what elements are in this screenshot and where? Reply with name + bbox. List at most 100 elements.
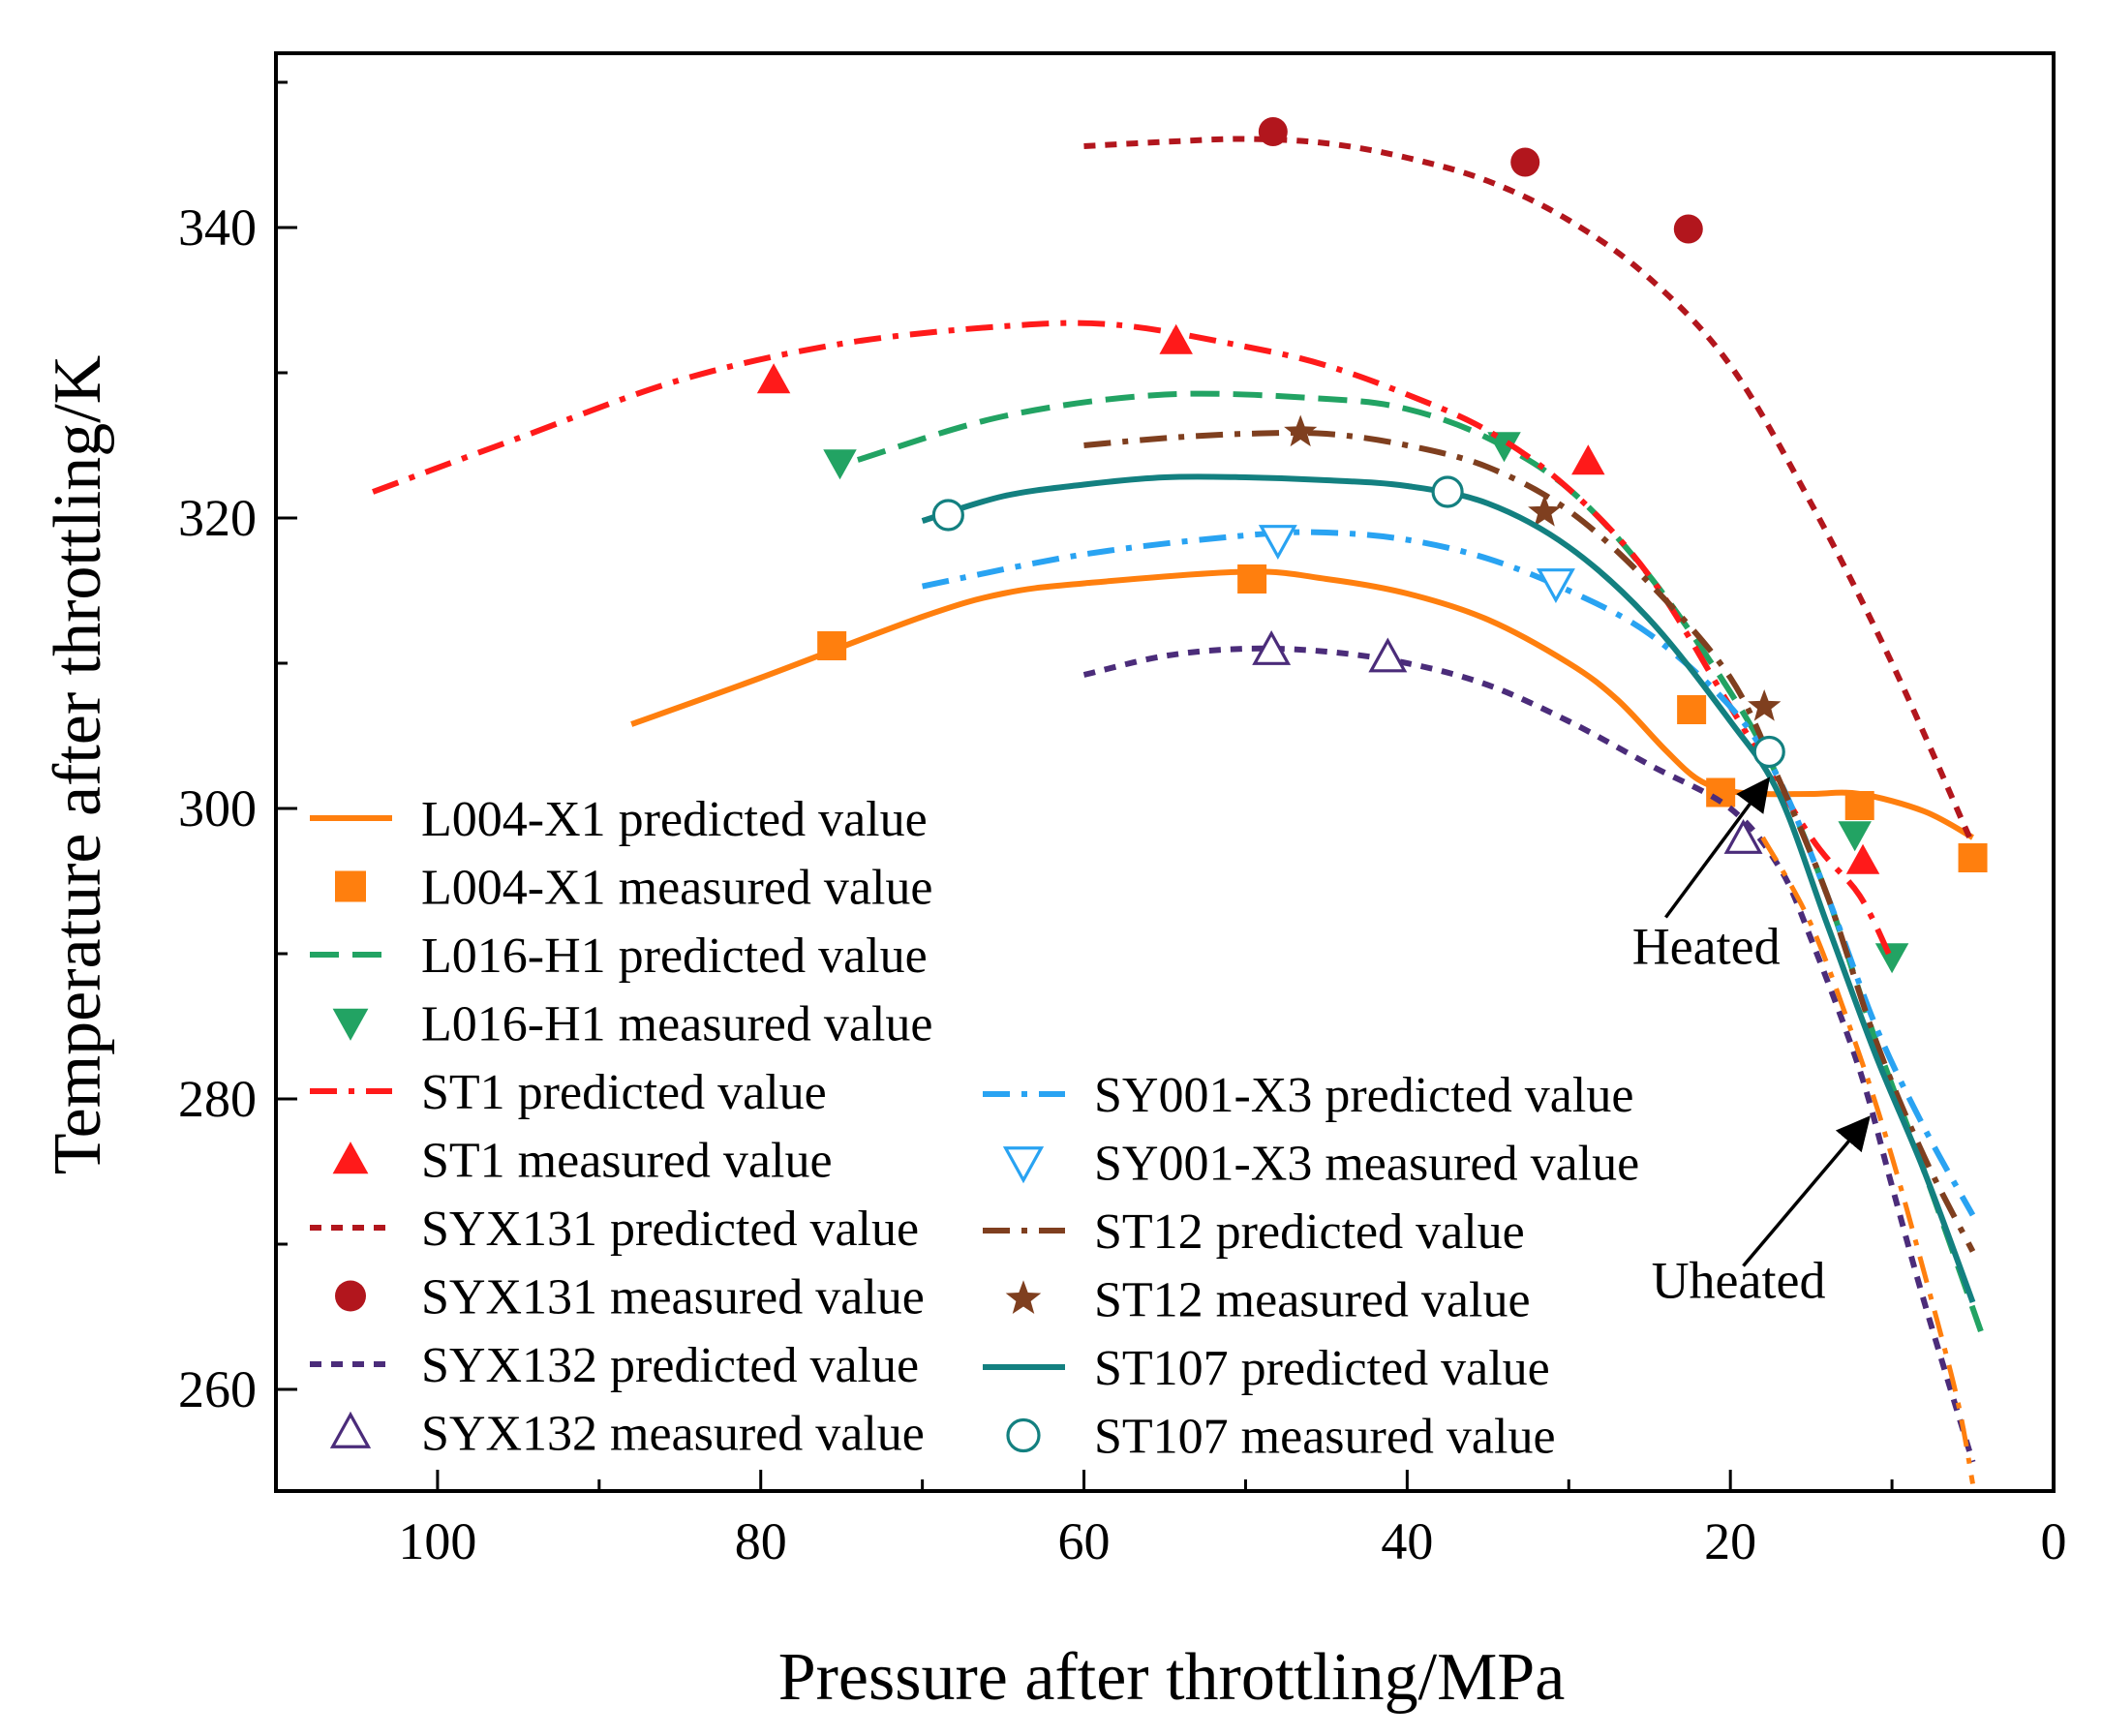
st12-predicted-line — [1083, 429, 1976, 1253]
legend-sy001-x3-pred-label: SY001-X3 predicted value — [1094, 1068, 1633, 1123]
legend-st107-meas-label: ST107 measured value — [1094, 1410, 1556, 1465]
st1-measured-point — [756, 363, 791, 394]
st107-measured-point — [1431, 475, 1464, 508]
legend-entry-syx132-meas: SYX132 measured value — [329, 1407, 925, 1462]
l004-x1-measured-point — [1677, 695, 1707, 724]
unheated-predicted-line — [1760, 836, 1975, 1484]
annotation-uheated-label: Uheated — [1652, 1252, 1826, 1310]
syx132-measured-point — [1368, 637, 1408, 673]
series-st12 — [1083, 414, 1976, 1253]
legend-syx132-marker-swatch — [329, 1411, 372, 1448]
st1-measured-point — [1845, 843, 1880, 874]
legend-syx132-pred-label: SYX132 predicted value — [421, 1338, 919, 1393]
l016-h1-measured-point — [1838, 821, 1872, 852]
plot-axes: 100 80 60 40 20 0 260 280 300 320 340 — [178, 51, 2067, 1570]
l016-h1-measured-point — [1487, 432, 1521, 463]
legend-syx131-marker-swatch — [335, 1280, 366, 1312]
syx132-predicted-line — [1082, 645, 1976, 1463]
x-tick-label: 80 — [735, 1512, 787, 1570]
legend-l004-x1-marker-swatch — [335, 870, 366, 902]
st1-measured-point — [1571, 444, 1605, 475]
legend: L004-X1 predicted value L004-X1 measured … — [310, 792, 1639, 1465]
annotation-heated-label: Heated — [1632, 918, 1781, 976]
sy001-x3-predicted-line — [922, 529, 1976, 1217]
annotations: Heated Uheated — [1632, 777, 1871, 1310]
legend-st1-marker-swatch — [332, 1142, 369, 1174]
x-tick-label: 40 — [1381, 1512, 1433, 1570]
legend-entry-st12-pred: ST12 predicted value — [983, 1204, 1525, 1260]
legend-l016-h1-meas-label: L016-H1 measured value — [421, 997, 932, 1052]
legend-syx132-meas-label: SYX132 measured value — [421, 1407, 925, 1462]
y-axis-label: Temperature after throttling/K — [41, 355, 115, 1174]
legend-entry-st107-pred: ST107 predicted value — [983, 1341, 1550, 1396]
legend-entry-syx132-pred: SYX132 predicted value — [310, 1338, 919, 1393]
series-syx131 — [1083, 117, 1976, 846]
legend-l016-h1-marker-swatch — [332, 1008, 369, 1041]
legend-st12-marker-swatch — [1005, 1280, 1042, 1314]
l016-h1-measured-point — [1874, 943, 1909, 974]
legend-st1-pred-label: ST1 predicted value — [421, 1065, 827, 1120]
st107-predicted-line — [921, 473, 1976, 1304]
series-syx132 — [1082, 629, 1976, 1463]
legend-entry-st12-meas: ST12 measured value — [1005, 1273, 1531, 1328]
y-tick-label: 260 — [178, 1360, 257, 1418]
y-tick-label: 300 — [178, 779, 257, 838]
legend-l004-x1-meas-label: L004-X1 measured value — [421, 861, 932, 916]
syx131-predicted-line — [1083, 136, 1976, 846]
legend-entry-sy001-x3-meas: SY001-X3 measured value — [1002, 1137, 1639, 1192]
l016-h1-measured-point — [823, 449, 857, 480]
syx131-measured-point — [1510, 147, 1540, 177]
legend-entry-l016-h1-pred: L016-H1 predicted value — [310, 929, 928, 984]
l004-x1-measured-point — [1237, 564, 1267, 594]
legend-l016-h1-pred-label: L016-H1 predicted value — [421, 929, 928, 984]
x-tick-label: 60 — [1058, 1512, 1111, 1570]
plot-frame — [274, 51, 2056, 1493]
x-tick-label: 100 — [398, 1512, 476, 1570]
series-st107 — [921, 473, 1976, 1304]
legend-entry-st1-pred: ST1 predicted value — [310, 1065, 827, 1120]
syx131-measured-point — [1258, 117, 1288, 146]
legend-entry-syx131-meas: SYX131 measured value — [335, 1270, 925, 1325]
legend-entry-l004-x1-meas: L004-X1 measured value — [335, 861, 932, 916]
legend-st107-marker-swatch — [1006, 1417, 1041, 1453]
legend-entry-st1-meas: ST1 measured value — [332, 1134, 833, 1189]
legend-entry-l016-h1-meas: L016-H1 measured value — [332, 997, 932, 1052]
x-axis-label: Pressure after throttling/MPa — [778, 1640, 1566, 1715]
annotation-heated-arrow — [1664, 777, 1771, 919]
syx132-measured-point — [1252, 629, 1292, 665]
legend-l004-x1-pred-label: L004-X1 predicted value — [421, 792, 928, 847]
syx131-measured-point — [1673, 214, 1703, 244]
st1-predicted-line — [372, 320, 1895, 962]
st12-measured-point — [1528, 495, 1562, 527]
st12-measured-point — [1748, 689, 1782, 721]
legend-st107-pred-label: ST107 predicted value — [1094, 1341, 1550, 1396]
x-tick-label: 20 — [1704, 1512, 1756, 1570]
legend-entry-l004-x1-pred: L004-X1 predicted value — [310, 792, 928, 847]
l004-x1-measured-point — [817, 631, 847, 660]
y-tick-label: 280 — [178, 1070, 257, 1128]
legend-entry-syx131-pred: SYX131 predicted value — [310, 1202, 919, 1257]
y-tick-label: 340 — [178, 198, 257, 257]
st107-measured-point — [931, 499, 964, 532]
legend-st1-meas-label: ST1 measured value — [421, 1134, 833, 1189]
legend-entry-sy001-x3-pred: SY001-X3 predicted value — [983, 1068, 1633, 1123]
y-tick-label: 320 — [178, 489, 257, 547]
syx132-measured-point — [1723, 818, 1763, 854]
l004-x1-measured-point — [1844, 791, 1874, 820]
series-layer — [372, 117, 1988, 1484]
st107-measured-point — [1752, 735, 1785, 769]
sy001-x3-measured-point — [1258, 525, 1297, 561]
series-sy001-x3 — [922, 525, 1976, 1217]
legend-st12-pred-label: ST12 predicted value — [1094, 1204, 1525, 1260]
l004-x1-predicted-line — [630, 568, 1974, 840]
sy001-x3-measured-point — [1536, 568, 1575, 604]
annotation-uheated-arrow — [1742, 1115, 1871, 1267]
legend-syx131-meas-label: SYX131 measured value — [421, 1270, 925, 1325]
series-st1 — [372, 320, 1895, 962]
x-tick-label: 0 — [2041, 1512, 2067, 1570]
legend-entry-st107-meas: ST107 measured value — [1006, 1410, 1556, 1465]
legend-sy001-x3-marker-swatch — [1002, 1146, 1045, 1184]
legend-syx131-pred-label: SYX131 predicted value — [421, 1202, 919, 1257]
l004-x1-measured-point — [1958, 843, 1988, 872]
